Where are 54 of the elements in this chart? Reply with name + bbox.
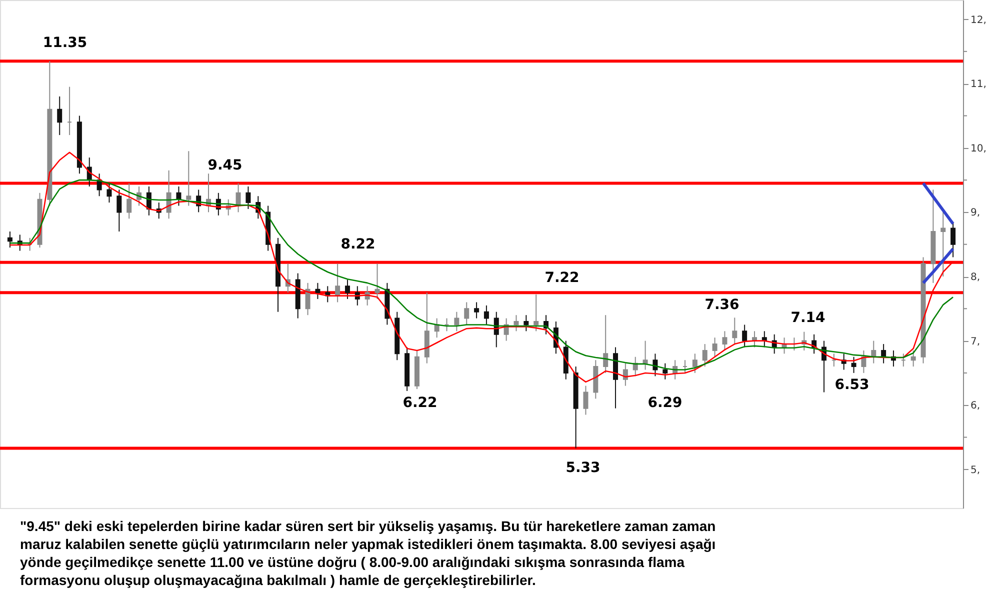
candlestick xyxy=(344,279,350,300)
candlestick xyxy=(692,353,698,374)
candlestick xyxy=(732,317,738,345)
candlestick xyxy=(454,311,460,332)
candlestick xyxy=(116,189,122,232)
ref-line-label: 5.33 xyxy=(566,460,600,476)
candlestick xyxy=(851,356,856,374)
candlestick xyxy=(534,294,539,332)
candlestick xyxy=(583,385,588,416)
ref-line-label: 8.22 xyxy=(340,236,376,252)
line-series xyxy=(922,182,955,226)
candlestick xyxy=(702,344,708,368)
candlestick xyxy=(712,337,718,358)
candlestick xyxy=(603,314,608,374)
y-tick-label: 7, xyxy=(970,336,980,348)
candlestick xyxy=(742,324,748,348)
candlestick xyxy=(950,221,956,258)
y-tick-label: 12, xyxy=(970,14,986,26)
ref-line-label: 11.35 xyxy=(42,35,88,52)
candlestick xyxy=(722,330,728,351)
ref-line-label: 9.45 xyxy=(208,157,242,174)
candlestick xyxy=(7,230,12,248)
candlestick xyxy=(374,263,380,300)
line-series xyxy=(922,247,955,284)
annotation: 7.14 xyxy=(790,310,826,326)
candlestick xyxy=(106,182,112,204)
annotation: 7.36 xyxy=(704,297,740,313)
text: "9.45" deki eski tepelerden birine kadar süren sert bir yükseliş yaşamış. Bu tür hareketlere zaman zaman maruz kalabilen senette güçlü yatırımcıların neler yapmak istedikleri önem taşımakta. 8.00 seviyesi aşağı yönde geçilmedikçe senette 11.00 ve üstüne doğru ( 8.00-9.00 aralığındaki sıkışma sonrasında flama formasyonu oluşup oluşmayacağına bakılmalı ) hamle de gerçekleştirebilirler. xyxy=(20,518,716,588)
candlestick xyxy=(484,304,489,326)
annotation: 6.53 xyxy=(834,377,870,393)
annotation: 6.22 xyxy=(402,395,438,411)
candlestick xyxy=(910,350,916,368)
y-tick-label: 10, xyxy=(970,143,986,154)
candlestick xyxy=(622,362,628,386)
annotation: 7.22 xyxy=(544,270,580,286)
candlestick xyxy=(662,362,668,380)
candlestick xyxy=(474,302,480,319)
candlestick xyxy=(642,340,648,370)
candlestick xyxy=(524,314,529,332)
candlestick xyxy=(335,263,340,303)
y-tick-label: 9, xyxy=(970,208,980,219)
candlestick xyxy=(246,186,251,210)
y-tick-label: 11, xyxy=(970,79,986,90)
y-tick-label: 6, xyxy=(970,400,980,412)
annotation: 6.29 xyxy=(648,395,682,411)
candlestick xyxy=(315,282,320,300)
y-tick-label: 8, xyxy=(970,272,980,284)
candlestick xyxy=(57,96,62,136)
candlestick xyxy=(514,314,519,332)
y-tick-label: 5, xyxy=(970,464,980,476)
candlestick xyxy=(126,182,132,220)
candlestick xyxy=(305,282,310,316)
candlestick xyxy=(464,302,470,326)
candlestick xyxy=(186,150,192,206)
